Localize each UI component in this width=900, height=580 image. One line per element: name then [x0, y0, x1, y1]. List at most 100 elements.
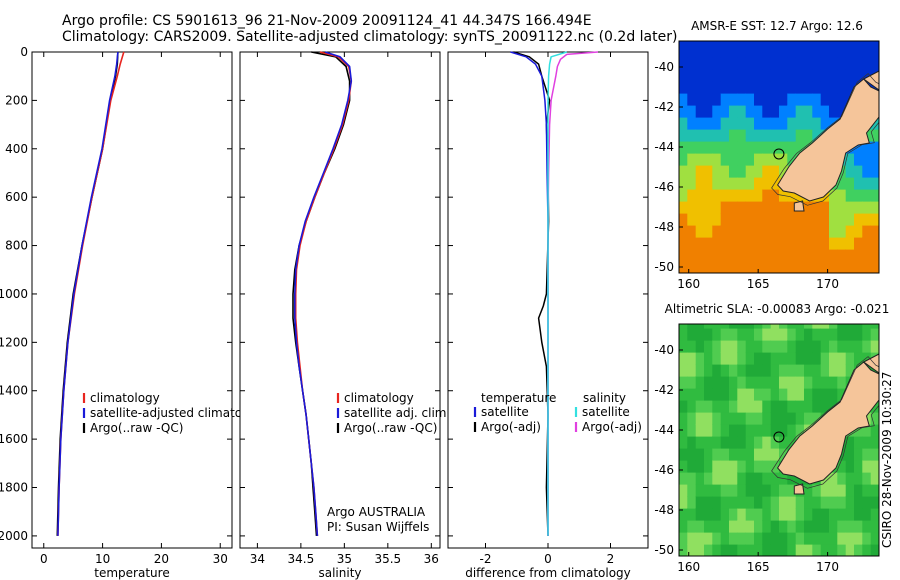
map-cell [762, 448, 772, 461]
map-cell [762, 436, 772, 449]
map-cell [754, 45, 763, 58]
map-cell [770, 237, 780, 250]
map-cell [704, 544, 713, 556]
map-cell [845, 484, 855, 497]
map-cell [879, 388, 888, 401]
difference-legend-entry: Argo(-adj) [481, 420, 541, 434]
map-cell [745, 400, 755, 413]
map-cell [762, 328, 772, 341]
map-cell [687, 388, 697, 401]
map-cell [737, 45, 747, 58]
map-cell [795, 364, 805, 377]
map-cell [845, 165, 855, 178]
map-cell [745, 388, 755, 401]
map-cell [812, 328, 822, 341]
map-cell [704, 93, 713, 106]
map-cell [754, 324, 763, 329]
map-cell [712, 177, 722, 190]
map-cell [745, 352, 755, 365]
map-cell [820, 400, 830, 413]
map-cell [829, 508, 838, 521]
map-cell [754, 189, 763, 202]
map-cell [762, 412, 772, 425]
map-cell [729, 105, 738, 118]
map-cell [762, 41, 772, 46]
map-cell [779, 520, 788, 533]
map-cell [862, 436, 872, 449]
x-tick-label: 0 [40, 552, 48, 566]
map-cell [720, 340, 730, 353]
map-x-tick-label: 160 [677, 560, 700, 574]
map-cell [720, 460, 730, 473]
map-cell [829, 520, 838, 533]
map-cell [795, 81, 805, 94]
map-cell [879, 424, 888, 437]
map-cell [779, 261, 788, 273]
map-cell [879, 261, 888, 274]
map-cell [720, 328, 730, 341]
map-cell [812, 496, 822, 509]
map-cell [804, 484, 813, 497]
map-cell [804, 340, 813, 353]
map-cell [779, 400, 788, 413]
map-cell [879, 105, 888, 118]
map-cell [704, 460, 713, 473]
map-cell [879, 520, 888, 533]
map-cell [795, 129, 805, 142]
map-cell [737, 424, 747, 437]
map-cell [695, 324, 705, 329]
map-cell [812, 105, 822, 118]
map-cell [687, 41, 697, 46]
map-cell [679, 93, 688, 106]
map-cell [812, 81, 822, 94]
map-cell [745, 328, 755, 341]
map-cell [729, 261, 738, 273]
map-cell [712, 41, 722, 46]
profile-panel-2: 34 34.5 35 35.5 36 salinity climatologysatelli… [239, 51, 450, 580]
map-cell [779, 141, 788, 154]
map-cell [870, 213, 879, 226]
map-cell [754, 340, 763, 353]
map-cell [845, 57, 855, 70]
map-cell [770, 81, 780, 94]
map-cell [854, 340, 863, 353]
map-cell [854, 508, 863, 521]
map-cell [737, 412, 747, 425]
map-cell [679, 508, 688, 521]
map-cell [695, 57, 705, 70]
map-cell [770, 213, 780, 226]
map-cell [804, 57, 813, 70]
map-cell [729, 412, 738, 425]
map-cell [695, 213, 705, 226]
map-cell [770, 328, 780, 341]
map-cell [862, 460, 872, 473]
map-cell [870, 189, 879, 202]
map-cell [687, 105, 697, 118]
map-cell [845, 237, 855, 250]
map-cell [795, 340, 805, 353]
map-cell [737, 484, 747, 497]
map-cell [779, 340, 788, 353]
map-cell [770, 45, 780, 58]
map-cell [704, 45, 713, 58]
map-cell [787, 213, 797, 226]
map-cell [737, 324, 747, 329]
map-cell [854, 448, 863, 461]
map-cell [845, 189, 855, 202]
map-cell [745, 436, 755, 449]
map-cell [745, 141, 755, 154]
map-cell [879, 448, 888, 461]
map-cell [854, 520, 863, 533]
map-cell [804, 388, 813, 401]
map-cell [812, 45, 822, 58]
map-cell [687, 165, 697, 178]
map-cell [870, 508, 879, 521]
map-cell [687, 57, 697, 70]
map-cell [695, 117, 705, 130]
map-cell [854, 213, 863, 226]
map-cell [829, 93, 838, 106]
y-tick-label: 200 [5, 93, 28, 107]
map-cell [829, 364, 838, 377]
map-cell [737, 93, 747, 106]
map-cell [704, 129, 713, 142]
